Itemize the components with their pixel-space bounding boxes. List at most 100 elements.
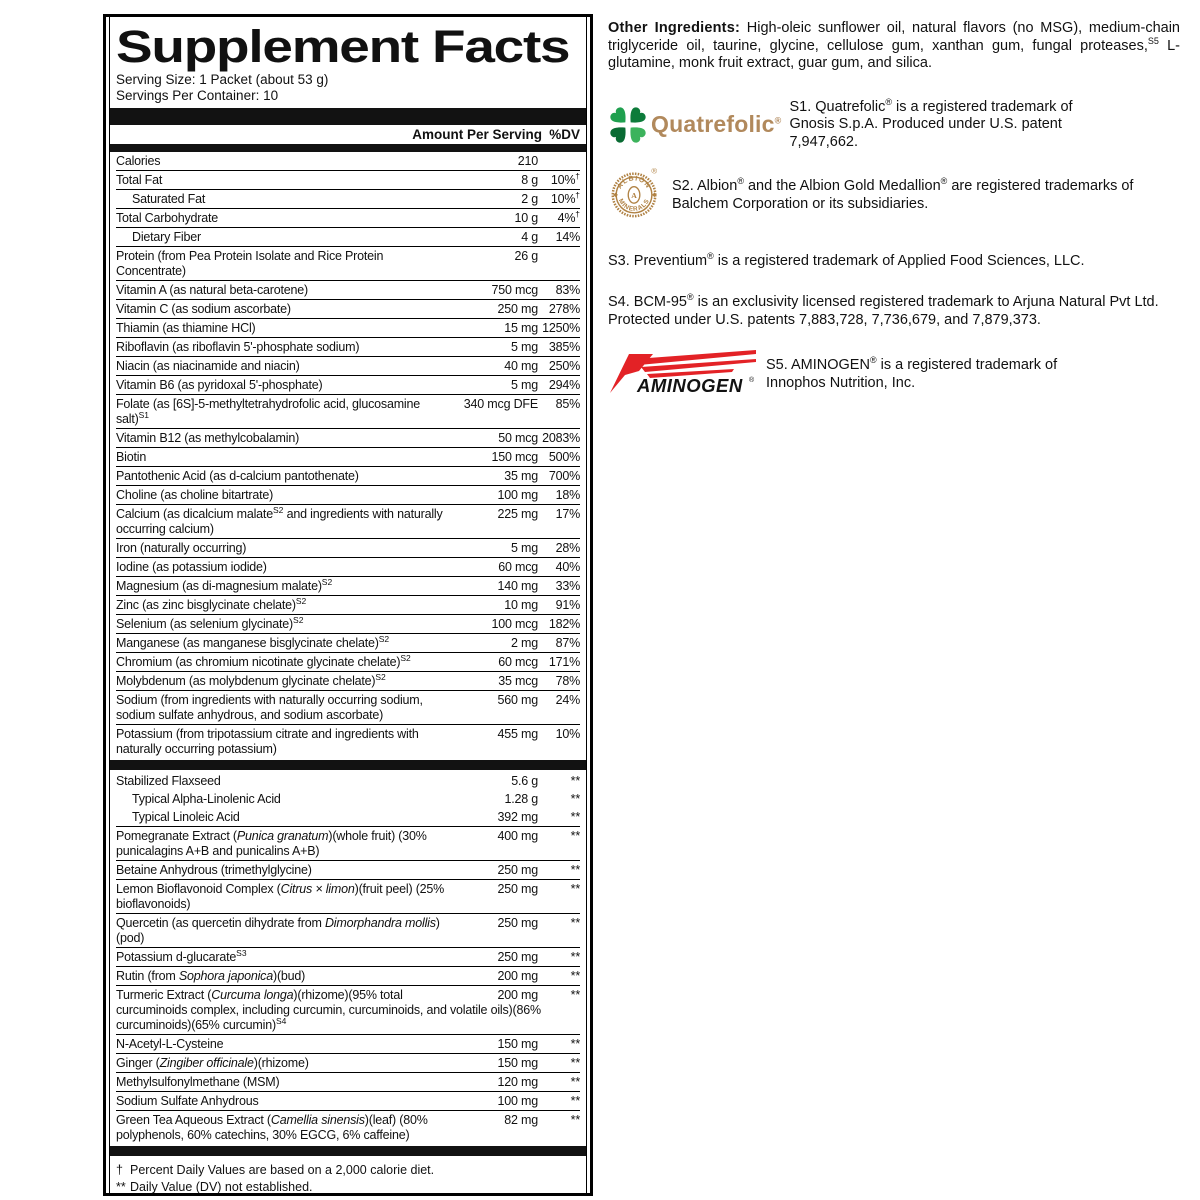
amount-per-serving-value: 100 mg bbox=[497, 1094, 539, 1108]
daily-value: 17% bbox=[555, 507, 580, 521]
table-row: 15 mg 1250% Thiamin (as thiamine HCl) bbox=[116, 318, 580, 337]
trademark-notes: Quatrefolic® S1. Quatrefolic® is a regis… bbox=[608, 96, 1180, 403]
amount-per-serving-value: 560 mg bbox=[497, 693, 539, 707]
table-row: 560 mg 24% Sodium (from ingredients with n… bbox=[116, 690, 580, 724]
row-values: 60 mcg 171% bbox=[456, 655, 580, 670]
daily-value: ** bbox=[570, 829, 580, 843]
daily-value: 10%† bbox=[550, 170, 580, 187]
nutrient-name: Vitamin A (as natural beta-carotene) bbox=[116, 283, 308, 297]
nutrient-name: Molybdenum (as molybdenum glycinate chel… bbox=[116, 671, 386, 688]
nutrient-name: Thiamin (as thiamine HCl) bbox=[116, 321, 256, 335]
row-values: 250 mg ** bbox=[456, 882, 581, 897]
amount-per-serving-value: 250 mg bbox=[497, 302, 539, 316]
amount-per-serving-value: 225 mg bbox=[497, 507, 539, 521]
row-values: 5 mg 294% bbox=[456, 378, 580, 393]
daily-value: ** bbox=[570, 1037, 580, 1051]
note-text: S1. Quatrefolic® is a registered tradema… bbox=[789, 96, 1073, 150]
daily-value: 278% bbox=[548, 302, 580, 316]
table-row: 455 mg 10% Potassium (from tripotassium ci… bbox=[116, 724, 580, 758]
daily-value: ** bbox=[570, 882, 580, 896]
amount-per-serving-value: 4 g bbox=[521, 230, 538, 244]
daily-value: 87% bbox=[555, 636, 580, 650]
row-values: 250 mg ** bbox=[456, 916, 581, 931]
amount-per-serving-value: 400 mg bbox=[497, 829, 539, 843]
table-row: 5 mg 28% Iron (naturally occurring) bbox=[116, 538, 580, 557]
nutrient-name: Iron (naturally occurring) bbox=[116, 541, 247, 555]
row-values: 140 mg 33% bbox=[456, 579, 581, 594]
amount-per-serving-value: 120 mg bbox=[497, 1075, 539, 1089]
footnotes: † Percent Daily Values are based on a 2,0… bbox=[116, 1158, 580, 1193]
daily-value: 182% bbox=[548, 617, 580, 631]
svg-text:AMINOGEN: AMINOGEN bbox=[636, 375, 743, 396]
row-values: 200 mg ** bbox=[456, 988, 581, 1003]
row-values: 200 mg ** bbox=[456, 969, 581, 984]
nutrient-name: Manganese (as manganese bisglycinate che… bbox=[116, 633, 390, 650]
nutrient-name: Potassium (from tripotassium citrate and… bbox=[116, 727, 419, 756]
amount-per-serving-value: 150 mg bbox=[497, 1056, 539, 1070]
amount-per-serving-value: 250 mg bbox=[497, 916, 539, 930]
table-row: 250 mg ** Lemon Bioflavonoid Complex (Citr… bbox=[116, 879, 580, 913]
daily-value: ** bbox=[570, 969, 580, 983]
nutrient-name: Folate (as [6S]-5-methyltetrahydrofolic … bbox=[116, 397, 421, 426]
quatrefolic-wordmark: Quatrefolic® bbox=[651, 111, 782, 137]
amount-per-serving-value: 10 g bbox=[514, 211, 538, 225]
nutrient-name: Methylsulfonylmethane (MSM) bbox=[116, 1075, 280, 1089]
table-row: 392 mg ** Typical Linoleic Acid bbox=[116, 808, 580, 826]
table-row: 26 g Protein (from Pea Protein Isolate an… bbox=[116, 246, 580, 280]
amount-per-serving-value: 15 mg bbox=[504, 321, 538, 335]
amount-per-serving-value: 140 mg bbox=[497, 579, 539, 593]
table-row: 250 mg ** Potassium d-glucarateS3 bbox=[116, 947, 580, 966]
aminogen-logo: AMINOGEN ® bbox=[608, 347, 758, 403]
amount-per-serving-value: 200 mg bbox=[497, 969, 539, 983]
table-row: 2 mg 87% Manganese (as manganese bisglycin… bbox=[116, 633, 580, 652]
facts-rows: 210 Calories 8 g 10%† Total Fat 2 g 10%† Satura… bbox=[110, 152, 586, 1156]
table-row: 400 mg ** Pomegranate Extract (Punica gran… bbox=[116, 826, 580, 860]
amount-per-serving-value: 60 mcg bbox=[498, 655, 538, 669]
row-values: 100 mg ** bbox=[456, 1094, 581, 1109]
amount-per-serving-value: 1.28 g bbox=[504, 792, 538, 806]
amount-per-serving-value: 5.6 g bbox=[511, 774, 538, 788]
table-row: 150 mg ** N-Acetyl-L-Cysteine bbox=[116, 1034, 580, 1053]
daily-value: 250% bbox=[548, 359, 580, 373]
row-values: 2 g 10%† bbox=[456, 191, 580, 207]
row-values: 400 mg ** bbox=[456, 829, 581, 844]
nutrient-name: Total Fat bbox=[116, 173, 163, 187]
table-row: 120 mg ** Methylsulfonylmethane (MSM) bbox=[116, 1072, 580, 1091]
nutrient-name: N-Acetyl-L-Cysteine bbox=[116, 1037, 224, 1051]
nutrient-name: Turmeric Extract (Curcuma longa)(rhizome… bbox=[116, 988, 541, 1032]
svg-text:®: ® bbox=[749, 376, 755, 384]
table-row: 82 mg ** Green Tea Aqueous Extract (Camell… bbox=[116, 1110, 580, 1144]
table-row: 60 mcg 40% Iodine (as potassium iodide) bbox=[116, 557, 580, 576]
section-divider-bar bbox=[110, 1146, 586, 1156]
table-row: 5 mg 294% Vitamin B6 (as pyridoxal 5'-phos… bbox=[116, 375, 580, 394]
daily-value: ** bbox=[570, 916, 580, 930]
row-values: 250 mg ** bbox=[456, 950, 581, 965]
daily-value: 24% bbox=[555, 693, 580, 707]
daily-value: 40% bbox=[555, 560, 580, 574]
daily-value: 28% bbox=[555, 541, 580, 555]
nutrient-name: Sodium Sulfate Anhydrous bbox=[116, 1094, 259, 1108]
daily-value: 294% bbox=[548, 378, 580, 392]
nutrient-name: Typical Alpha-Linolenic Acid bbox=[132, 792, 281, 806]
table-row: 60 mcg 171% Chromium (as chromium nicotina… bbox=[116, 652, 580, 671]
row-values: 10 g 4%† bbox=[456, 210, 580, 226]
daily-value: 33% bbox=[555, 579, 580, 593]
nutrient-name: Choline (as choline bitartrate) bbox=[116, 488, 274, 502]
daily-value: 83% bbox=[555, 283, 580, 297]
nutrient-name: Riboflavin (as riboflavin 5'-phosphate s… bbox=[116, 340, 360, 354]
daily-value: 14% bbox=[555, 230, 580, 244]
table-row: 250 mg 278% Vitamin C (as sodium ascorbate… bbox=[116, 299, 580, 318]
amount-per-serving-value: 750 mcg bbox=[491, 283, 538, 297]
daily-value: ** bbox=[570, 1056, 580, 1070]
daily-value: 171% bbox=[548, 655, 580, 669]
nutrient-name: Quercetin (as quercetin dihydrate from D… bbox=[116, 916, 440, 945]
daily-value: ** bbox=[570, 1113, 580, 1127]
nutrient-name: Chromium (as chromium nicotinate glycina… bbox=[116, 652, 411, 669]
amount-per-serving-value: 150 mcg bbox=[491, 450, 538, 464]
daily-value: 385% bbox=[548, 340, 580, 354]
table-row: 250 mg ** Betaine Anhydrous (trimethylglyc… bbox=[116, 860, 580, 879]
daily-value: 1250% bbox=[542, 321, 580, 335]
row-values: 35 mg 700% bbox=[456, 469, 580, 484]
amount-per-serving-value: 200 mg bbox=[497, 988, 539, 1002]
